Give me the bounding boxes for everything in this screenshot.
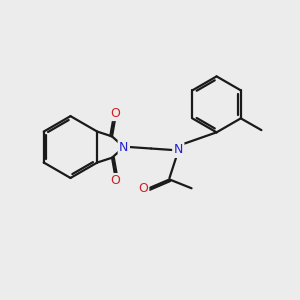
Text: N: N <box>119 141 128 154</box>
Text: O: O <box>110 106 120 120</box>
Text: N: N <box>174 143 183 157</box>
Text: O: O <box>110 175 120 188</box>
Text: O: O <box>138 182 148 195</box>
